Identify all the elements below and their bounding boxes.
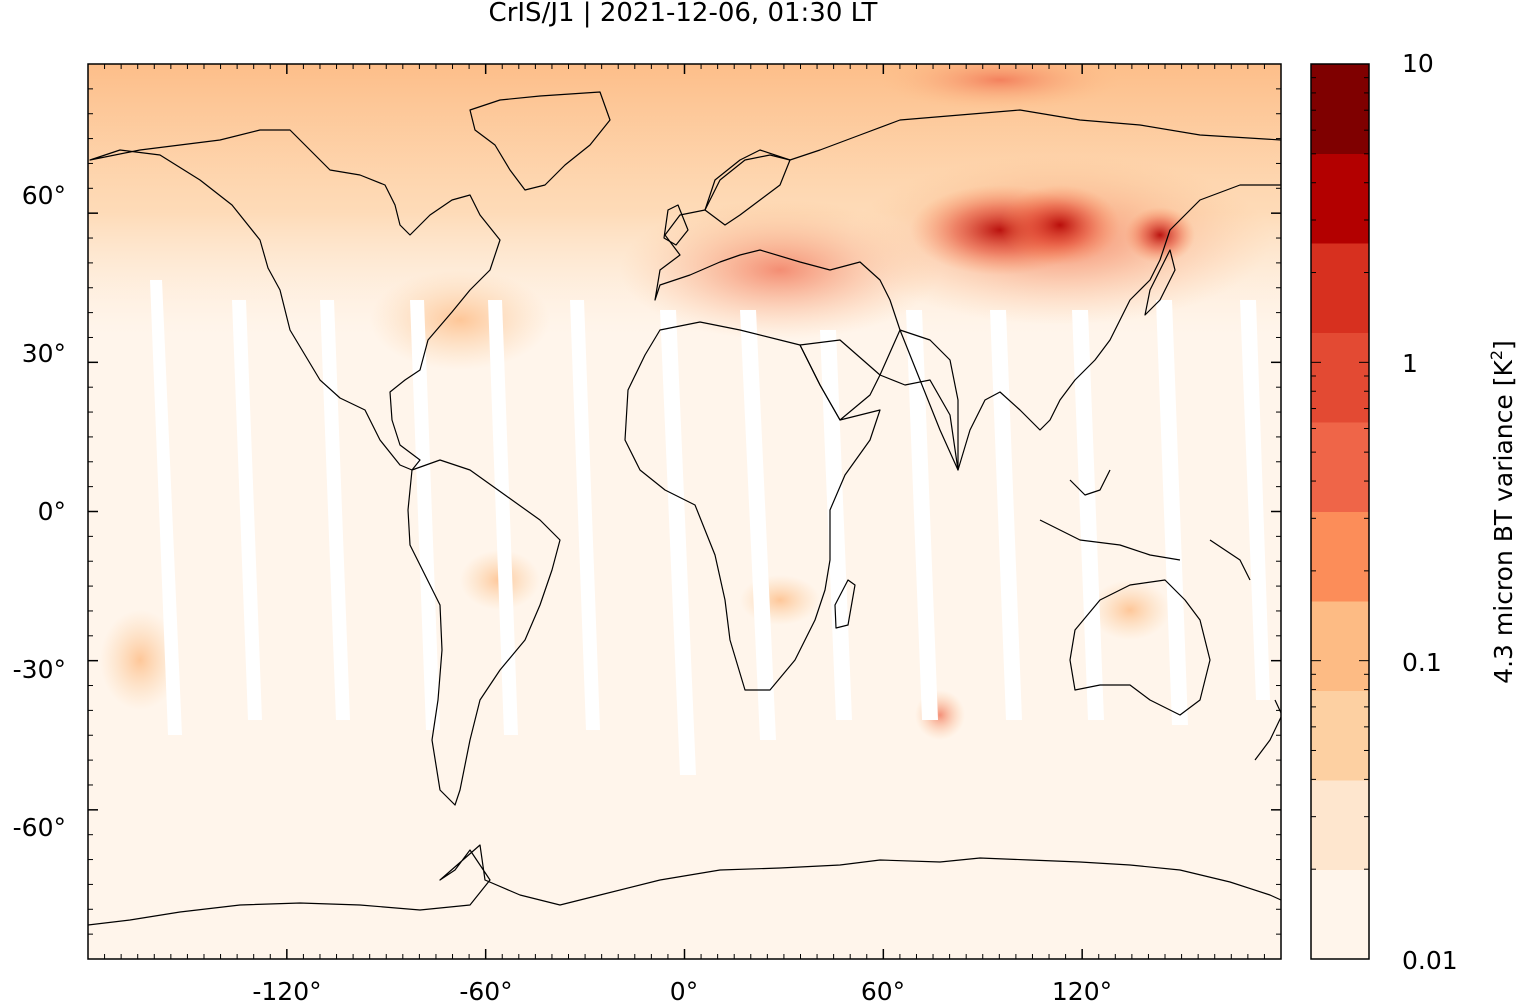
orbit-gap — [820, 330, 852, 720]
australia-spot — [1090, 580, 1170, 640]
coastline-scandinavia — [704, 154, 791, 226]
coastline-arabia — [799, 339, 881, 421]
hotspot-central-siberia — [1000, 185, 1120, 265]
map-minor-ticks — [88, 64, 1281, 959]
colorbar — [1311, 64, 1369, 960]
coastline-greenland — [469, 91, 611, 191]
orbit-gap — [906, 310, 938, 720]
coastline-north-america — [89, 129, 501, 471]
lon-tick-label: 120° — [1052, 977, 1112, 1002]
colorbar-segment — [1311, 601, 1369, 691]
orbit-gap — [150, 280, 182, 735]
orbit-gap — [320, 300, 350, 720]
colorbar-segment — [1311, 780, 1369, 870]
map-field — [88, 64, 1281, 959]
lon-tick-label: 0° — [670, 977, 698, 1002]
arctic-region — [880, 64, 1120, 110]
map-major-ticks — [88, 64, 1281, 959]
coastline-british-isles — [663, 204, 689, 246]
orbit-gap — [488, 300, 518, 735]
coastline-japan — [1144, 249, 1176, 316]
map-title: CrIS/J1 | 2021-12-06, 01:30 LT — [488, 0, 878, 28]
coastline-new-zealand — [1254, 699, 1281, 761]
pacific-spot — [100, 610, 180, 710]
colorbar-segment — [1311, 869, 1369, 960]
colorbar-frame — [1310, 63, 1370, 960]
colorbar-labels: 10 1 0.1 0.01 — [1402, 49, 1458, 975]
colorbar-ticks — [1311, 63, 1369, 960]
lon-tick-label: 60° — [861, 977, 905, 1002]
coastline-south-america — [407, 459, 561, 806]
latitude-axis: 60° 30° 0° -30° -60° — [13, 181, 66, 842]
lon-tick-label: -60° — [459, 977, 512, 1002]
coastline-madagascar — [834, 579, 856, 629]
coastline-india — [899, 329, 959, 471]
lat-tick-label: 60° — [22, 181, 66, 210]
colorbar-segment — [1311, 422, 1369, 512]
orbit-gap — [1156, 300, 1188, 725]
orbit-gap — [660, 310, 696, 775]
colorbar-segment — [1311, 64, 1369, 154]
colorbar-segment — [1311, 332, 1369, 423]
europe-region — [620, 200, 940, 340]
colorbar-tick-label: 0.01 — [1402, 946, 1458, 975]
orbit-gap — [570, 300, 600, 730]
orbit-gap — [990, 310, 1022, 720]
orbit-gap — [232, 300, 262, 720]
orbit-gap — [1072, 310, 1104, 720]
colorbar-tick-label: 1 — [1402, 349, 1418, 378]
coastline-australia — [1069, 579, 1211, 716]
lat-tick-label: -30° — [13, 655, 66, 684]
hotspot-east-siberia — [1125, 207, 1195, 263]
colorbar-segment — [1311, 511, 1369, 602]
africa-spot — [740, 575, 820, 625]
colorbar-segment — [1311, 690, 1369, 781]
orbit-gap — [410, 300, 440, 730]
colorbar-segment — [1311, 153, 1369, 244]
north-america-region — [370, 270, 550, 370]
coastlines — [88, 91, 1281, 926]
colorbar-segment — [1311, 243, 1369, 333]
colorbar-tick-label: 10 — [1402, 49, 1434, 78]
longitude-axis: -120° -60° 0° 60° 120° — [252, 977, 1112, 1002]
lat-tick-label: -60° — [13, 813, 66, 842]
colorbar-tick-label: 0.1 — [1402, 648, 1442, 677]
orbit-gaps — [150, 280, 1270, 775]
lon-tick-label: -120° — [252, 977, 321, 1002]
coastline-antarctica — [88, 844, 1281, 926]
colorbar-axis-label: 4.3 micron BT variance [K2] — [1487, 340, 1518, 684]
lat-tick-label: 0° — [38, 497, 66, 526]
lat-tick-label: 30° — [22, 339, 66, 368]
coastline-indonesia — [1039, 469, 1251, 581]
orbit-gap — [740, 310, 776, 740]
orbit-gap — [1240, 300, 1270, 700]
